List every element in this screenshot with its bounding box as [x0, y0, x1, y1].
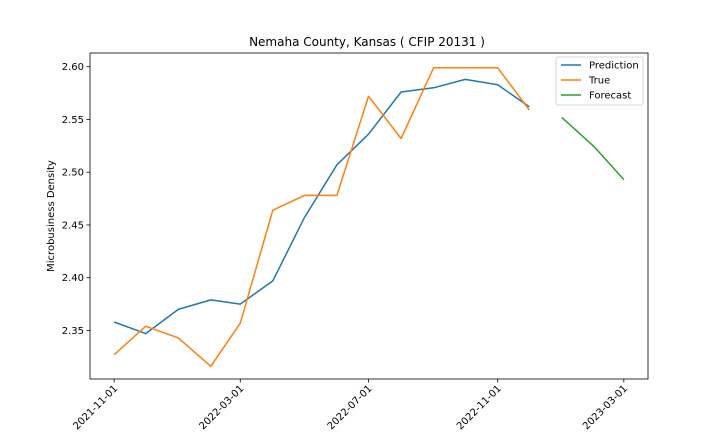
- series-line-true: [113, 67, 530, 368]
- plot-frame: [89, 52, 649, 380]
- legend-label-forecast: Forecast: [589, 91, 631, 102]
- y-tick-label: 2.55: [62, 115, 84, 126]
- legend-label-true: True: [588, 76, 610, 87]
- y-tick-label: 2.40: [62, 273, 84, 284]
- x-tick-label: 2023-03-01: [581, 383, 630, 432]
- chart-title: Nemaha County, Kansas ( CFIP 20131 ): [249, 35, 485, 49]
- x-tick-label: 2021-11-01: [71, 383, 120, 432]
- x-tick-label: 2022-03-01: [198, 383, 247, 432]
- legend-box: [555, 56, 644, 106]
- plot-area: [89, 52, 649, 380]
- x-axis: 2021-11-01 2022-03-01 2022-07-01 2022-11-01…: [71, 379, 630, 432]
- y-tick-label: 2.50: [62, 168, 84, 179]
- x-tick-label: 2022-11-01: [455, 383, 504, 432]
- y-tick-label: 2.60: [62, 62, 84, 73]
- legend: Prediction True Forecast: [555, 56, 644, 106]
- y-tick-label: 2.45: [62, 220, 84, 231]
- y-tick-label: 2.35: [62, 326, 84, 337]
- series-line-prediction: [113, 78, 530, 335]
- y-axis-label: Microbusiness Density: [46, 160, 57, 272]
- legend-label-prediction: Prediction: [589, 61, 639, 72]
- x-tick-label: 2022-07-01: [326, 383, 375, 432]
- series-line-forecast: [561, 116, 625, 181]
- y-axis: 2.35 2.40 2.45 2.50 2.55 2.60: [62, 62, 90, 337]
